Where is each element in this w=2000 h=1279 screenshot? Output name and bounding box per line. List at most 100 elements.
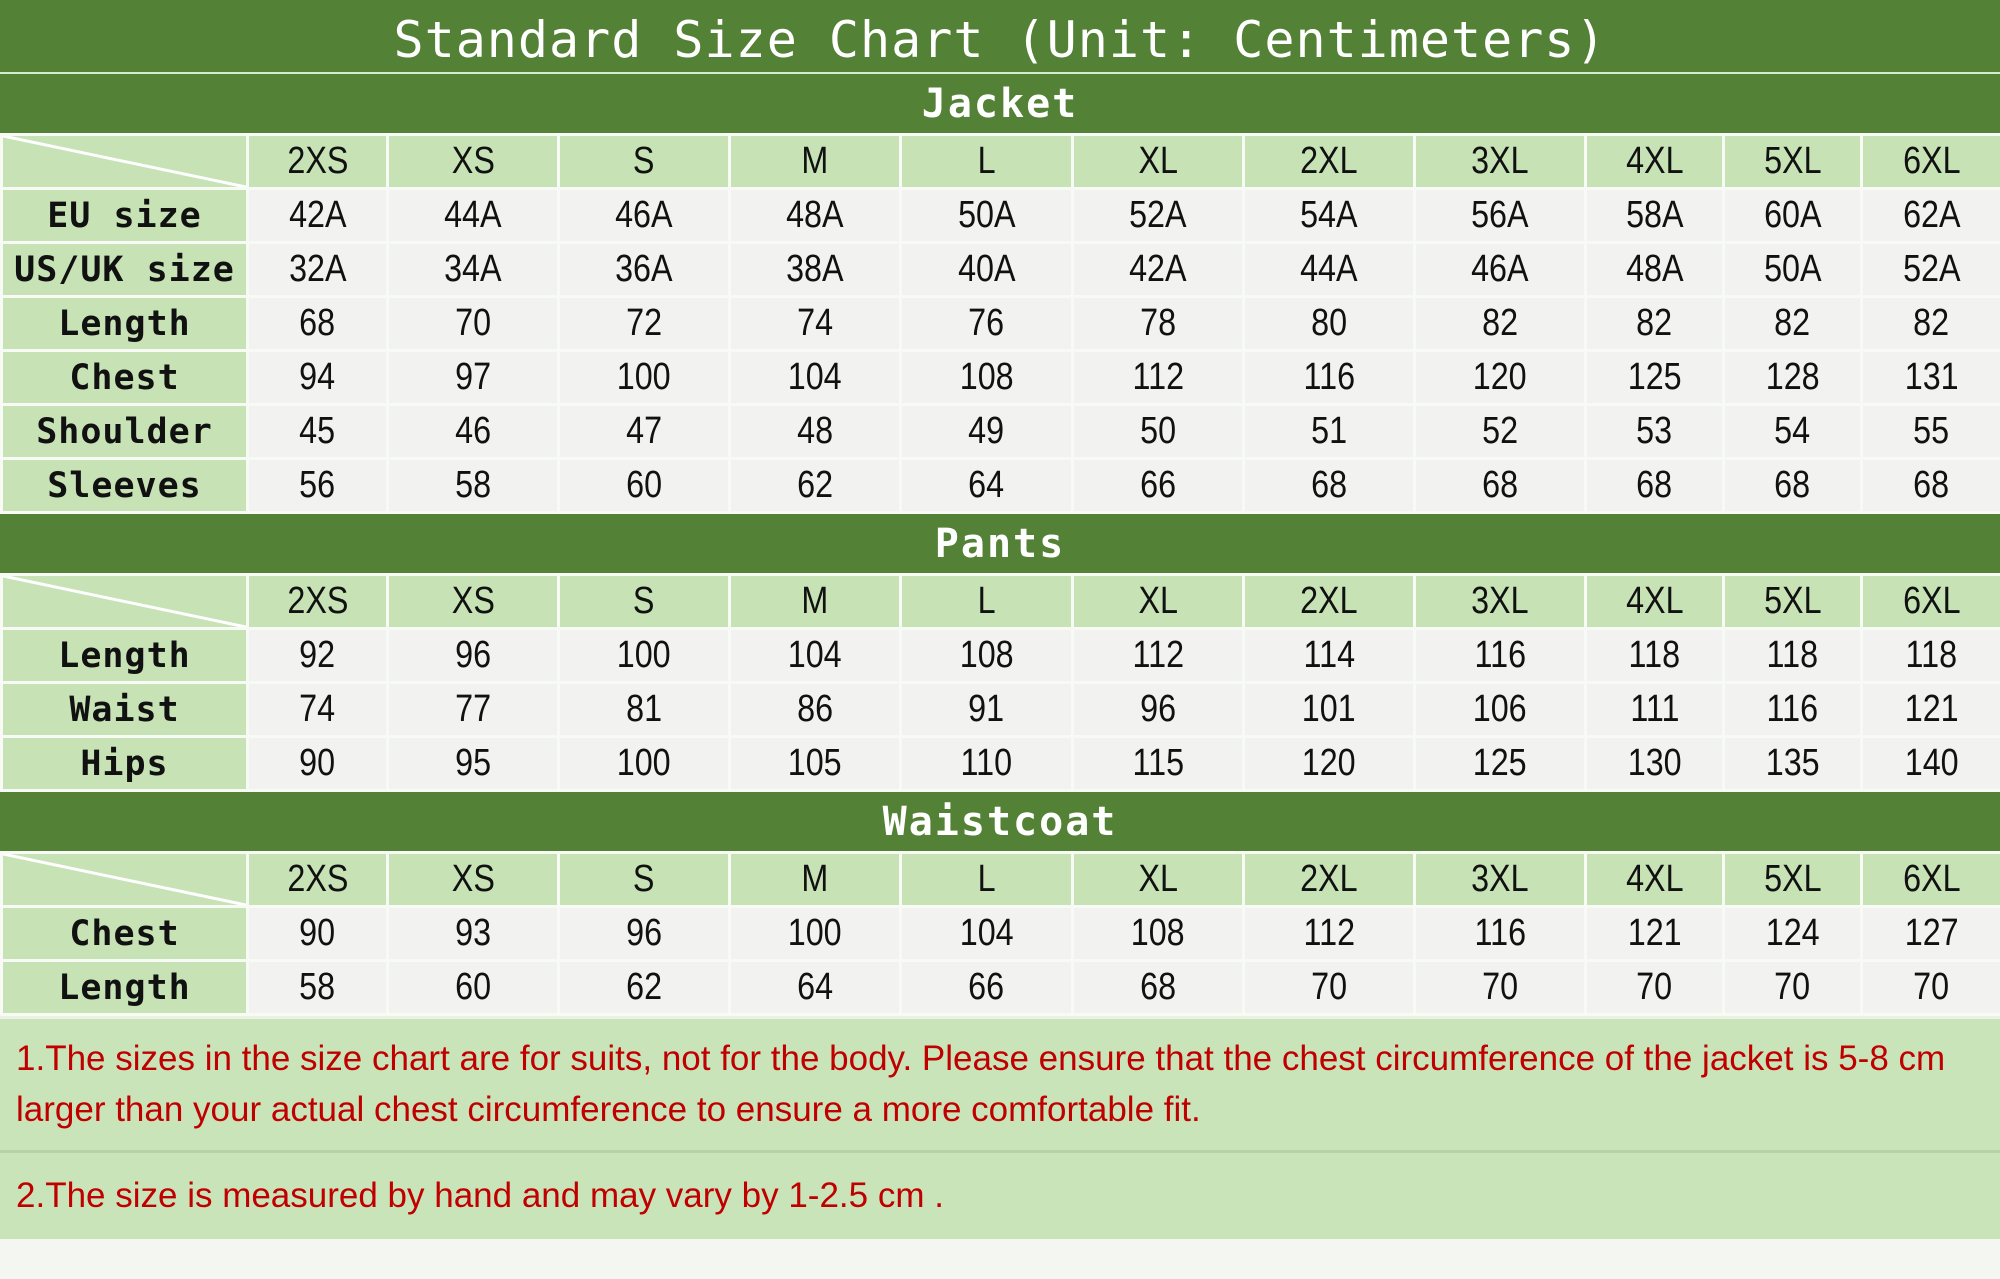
- cell-value: 81: [626, 688, 662, 730]
- size-label: S: [633, 580, 655, 622]
- cell-value: 128: [1765, 356, 1820, 398]
- size-label: XL: [1138, 858, 1178, 900]
- value-cell: 52A: [1071, 187, 1245, 244]
- value-cell: 118: [1860, 627, 2000, 684]
- value-cell: 104: [899, 905, 1074, 962]
- value-cell: 72: [557, 295, 731, 352]
- value-cell: 68: [1860, 457, 2000, 514]
- cell-value: 76: [968, 302, 1005, 344]
- corner-cell: [0, 851, 249, 908]
- cell-value: 135: [1765, 742, 1820, 784]
- value-cell: 100: [557, 735, 731, 792]
- value-cell: 54: [1722, 403, 1863, 460]
- size-header: 5XL: [1722, 851, 1863, 908]
- size-header: 3XL: [1413, 133, 1587, 190]
- value-cell: 44A: [386, 187, 560, 244]
- value-cell: 51: [1242, 403, 1416, 460]
- header-row: 2XS XS S M L XL 2XL 3XL 4XL 5XL 6XL: [0, 573, 2000, 630]
- cell-value: 92: [299, 634, 336, 676]
- value-cell: 112: [1071, 627, 1245, 684]
- value-cell: 34A: [386, 241, 560, 298]
- notes-panel: 1.The sizes in the size chart are for su…: [0, 1016, 2000, 1239]
- value-cell: 70: [1242, 959, 1416, 1016]
- value-cell: 46A: [1413, 241, 1587, 298]
- value-cell: 47: [557, 403, 731, 460]
- cell-value: 74: [797, 302, 833, 344]
- cell-value: 74: [299, 688, 336, 730]
- cell-value: 116: [1474, 912, 1526, 954]
- cell-value: 108: [959, 634, 1014, 676]
- size-label: 5XL: [1763, 858, 1822, 900]
- cell-value: 120: [1302, 742, 1356, 784]
- size-tables: Jacket 2XS XS S M L XL 2XL 3XL 4XL 5XL 6XL EU size 42…: [0, 74, 2000, 1016]
- value-cell: 121: [1860, 681, 2000, 738]
- cell-value: 46A: [615, 194, 673, 236]
- value-cell: 76: [899, 295, 1074, 352]
- row-label: Length: [0, 295, 249, 352]
- size-header: 2XL: [1242, 573, 1416, 630]
- cell-value: 46: [455, 410, 491, 452]
- value-cell: 49: [899, 403, 1074, 460]
- cell-value: 125: [1473, 742, 1527, 784]
- value-cell: 80: [1242, 295, 1416, 352]
- value-cell: 115: [1071, 735, 1245, 792]
- value-cell: 68: [1242, 457, 1416, 514]
- size-header: M: [728, 133, 902, 190]
- cell-value: 100: [617, 356, 671, 398]
- row-label: Chest: [0, 349, 249, 406]
- value-cell: 58: [386, 457, 560, 514]
- cell-value: 52: [1482, 410, 1518, 452]
- cell-value: 112: [1303, 912, 1355, 954]
- cell-value: 118: [1766, 634, 1819, 676]
- size-header: 2XL: [1242, 851, 1416, 908]
- cell-value: 64: [797, 966, 833, 1008]
- value-cell: 104: [728, 349, 902, 406]
- size-label: M: [801, 140, 829, 182]
- value-cell: 45: [246, 403, 389, 460]
- cell-value: 116: [1474, 634, 1526, 676]
- cell-value: 44A: [444, 194, 502, 236]
- value-cell: 50: [1071, 403, 1245, 460]
- size-label: 3XL: [1471, 858, 1529, 900]
- cell-value: 58: [455, 464, 491, 506]
- value-cell: 94: [246, 349, 389, 406]
- value-cell: 108: [899, 349, 1074, 406]
- row-label: Length: [0, 959, 249, 1016]
- value-cell: 114: [1242, 627, 1416, 684]
- value-cell: 44A: [1242, 241, 1416, 298]
- value-cell: 60: [557, 457, 731, 514]
- cell-value: 52A: [1902, 248, 1961, 290]
- value-cell: 111: [1584, 681, 1725, 738]
- size-header: S: [557, 133, 731, 190]
- section-title-pants: Pants: [0, 514, 2000, 573]
- cell-value: 52A: [1129, 194, 1187, 236]
- value-cell: 100: [557, 627, 731, 684]
- value-cell: 53: [1584, 403, 1725, 460]
- cell-value: 124: [1765, 912, 1820, 954]
- cell-value: 115: [1132, 742, 1184, 784]
- size-label: 3XL: [1471, 140, 1529, 182]
- value-cell: 64: [728, 959, 902, 1016]
- cell-value: 70: [1482, 966, 1518, 1008]
- size-label: 2XL: [1300, 858, 1358, 900]
- value-cell: 96: [386, 627, 560, 684]
- size-header: XS: [386, 851, 560, 908]
- cell-value: 86: [797, 688, 833, 730]
- value-cell: 36A: [557, 241, 731, 298]
- value-cell: 135: [1722, 735, 1863, 792]
- cell-value: 96: [626, 912, 662, 954]
- cell-value: 66: [1140, 464, 1176, 506]
- size-label: XL: [1138, 580, 1178, 622]
- cell-value: 91: [968, 688, 1005, 730]
- cell-value: 94: [299, 356, 336, 398]
- value-cell: 105: [728, 735, 902, 792]
- cell-value: 90: [299, 742, 336, 784]
- size-label: L: [977, 140, 996, 182]
- cell-value: 100: [617, 634, 671, 676]
- cell-value: 118: [1905, 634, 1958, 676]
- cell-value: 60A: [1763, 194, 1822, 236]
- size-label: 2XL: [1300, 140, 1358, 182]
- size-header: 4XL: [1584, 133, 1725, 190]
- cell-value: 68: [1636, 464, 1673, 506]
- cell-value: 80: [1311, 302, 1347, 344]
